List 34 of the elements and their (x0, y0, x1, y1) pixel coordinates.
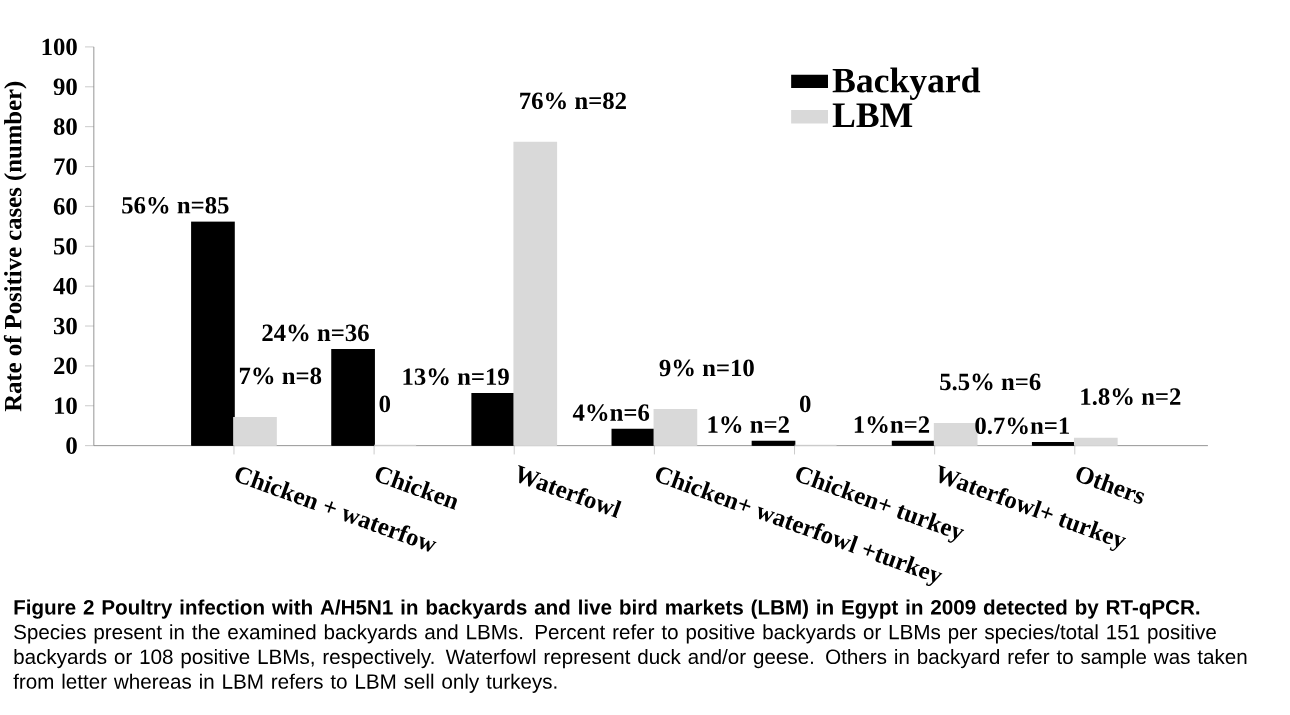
data-label: 5.5% n=6 (940, 373, 1041, 391)
y-tick-label: 100 (42, 38, 77, 56)
data-label: 0 (379, 395, 391, 413)
y-tick-label: 70 (54, 158, 77, 175)
y-axis-title: Rate of Positive cases (number) (3, 81, 27, 412)
data-label: 76% n=82 (520, 92, 626, 110)
y-tick-label: 10 (54, 397, 77, 414)
data-label: 0.7%n=1 (975, 417, 1069, 435)
legend-label: LBM (832, 103, 913, 127)
y-tick-label: 20 (54, 357, 77, 375)
y-tick-label: 60 (53, 197, 77, 215)
data-label: 0 (799, 395, 811, 413)
data-label: 7% n=8 (239, 367, 322, 385)
data-label: 1%n=2 (854, 416, 930, 433)
data-label: 13% n=19 (403, 368, 509, 385)
x-tick-label: Others (1076, 466, 1145, 504)
bar (471, 392, 516, 446)
bar (611, 428, 656, 446)
y-tick-label: 50 (54, 237, 77, 255)
bar (331, 348, 375, 446)
legend-label: Backyard (832, 67, 981, 100)
data-label: 1.8% n=2 (1081, 388, 1181, 405)
text: Figure 2 Poultry infection with A/H5N1 in backyards and live bird markets (LBM) in Egypt in 2009 detected by RT-qPCR. Species present in the examined backyards and LBMs. Percent refer to positive backyards or LBMs per species/total 151 positive backyards or 108 positive LBMs, respectively. Waterfowl represent duck and/or geese. Others in backyard refer to sample was taken from letter whereas in LBM refers to LBM sell only turkeys. (13, 599, 1247, 693)
data-label: 1% n=2 (708, 416, 789, 433)
data-label: 9% n=10 (659, 359, 754, 377)
y-tick-label: 0 (66, 437, 77, 454)
data-label: 4%n=6 (572, 404, 650, 421)
bar (191, 221, 235, 446)
y-tick-label: 30 (53, 317, 77, 335)
y-tick-label: 40 (53, 277, 77, 295)
data-label: 24% n=36 (262, 324, 369, 342)
y-tick-label: 80 (53, 118, 77, 135)
y-tick-label: 90 (53, 78, 77, 95)
data-label: 56% n=85 (122, 196, 229, 214)
